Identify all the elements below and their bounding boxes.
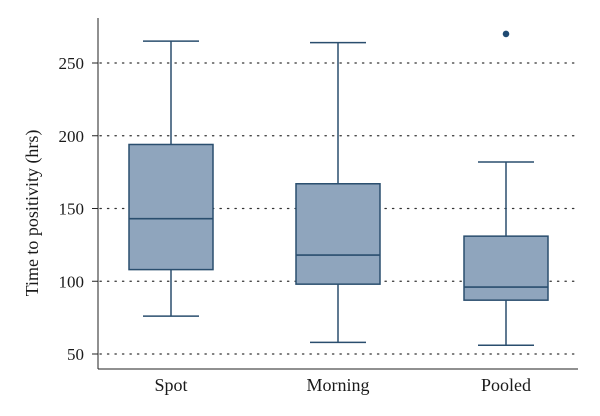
y-ticks: 50 100 150 200 250 [59, 54, 98, 364]
x-category-label: Pooled [481, 375, 531, 395]
y-tick-label: 150 [59, 200, 85, 219]
y-axis-title: Time to positivity (hrs) [22, 130, 43, 297]
iqr-box [128, 143, 214, 271]
box-group-spot [128, 40, 214, 317]
axes [97, 18, 578, 370]
iqr-box [463, 235, 549, 301]
y-tick-label: 100 [59, 272, 85, 291]
boxes [128, 30, 549, 347]
y-tick-label: 250 [59, 54, 85, 73]
x-category-label: Spot [154, 375, 187, 395]
box-group-pooled [463, 30, 549, 347]
x-category-labels: Spot Morning Pooled [154, 375, 531, 395]
iqr-box [295, 183, 381, 285]
y-tick-label: 50 [67, 345, 84, 364]
outlier-point [502, 30, 510, 38]
y-tick-label: 200 [59, 127, 85, 146]
box-group-morning [295, 41, 381, 344]
x-category-label: Morning [307, 375, 370, 395]
